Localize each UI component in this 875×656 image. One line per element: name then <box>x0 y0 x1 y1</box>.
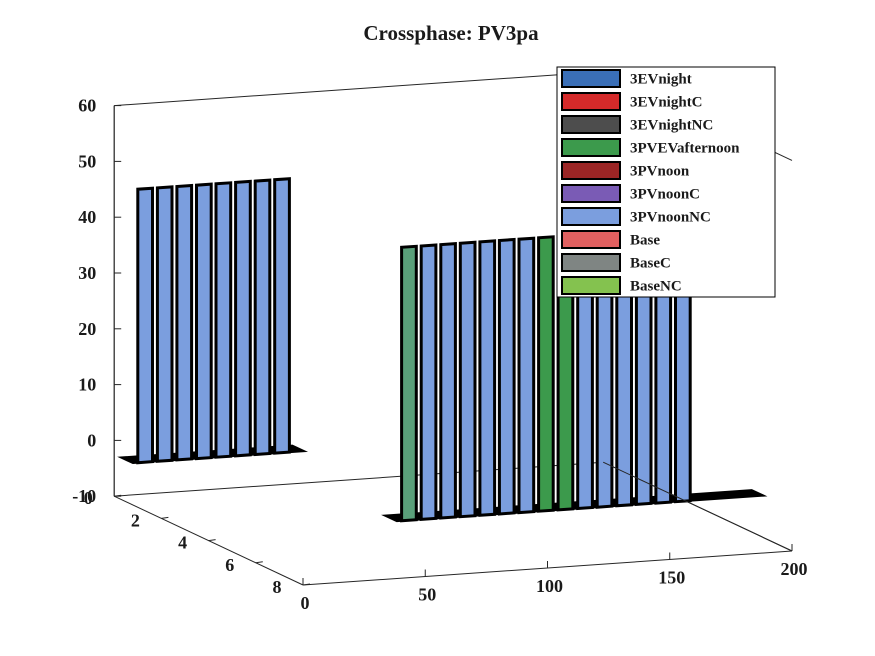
legend-label: 3EVnightNC <box>630 118 713 134</box>
pulse-fin <box>195 182 213 461</box>
pulse-fin <box>155 185 174 463</box>
legend-swatch <box>561 230 621 249</box>
legend-swatch <box>561 138 621 157</box>
pulse-fin <box>517 236 536 515</box>
pulse-fin <box>497 237 516 516</box>
legend-swatch <box>561 184 621 203</box>
x-tick-label: 50 <box>418 585 436 605</box>
pulse-fin <box>253 178 272 457</box>
top-back-edge <box>114 71 604 107</box>
legend-label: Base <box>630 233 660 249</box>
legend-label: 3EVnight <box>630 72 692 88</box>
z-tick-label: 0 <box>87 430 96 450</box>
pulse-fin <box>136 186 154 465</box>
legend-swatch <box>561 161 621 180</box>
legend-label: 3EVnightC <box>630 95 703 111</box>
floor-right-front-edge <box>602 461 793 552</box>
legend-label: 3PVnoon <box>630 164 690 180</box>
pulse-fin <box>214 181 233 459</box>
legend-label: BaseNC <box>630 279 682 295</box>
y-tick-label: 2 <box>131 510 140 530</box>
pulse-fin <box>458 240 477 519</box>
legend-swatch <box>561 69 621 88</box>
legend-swatch <box>561 276 621 295</box>
pulse-fin <box>273 177 291 455</box>
y-tick-label: 0 <box>84 488 93 508</box>
z-tick-label: -10 <box>72 486 96 506</box>
y-tick-label: 8 <box>273 577 282 597</box>
x-tick-label: 0 <box>301 593 310 613</box>
slice-y-1 <box>117 177 309 465</box>
pulse-fin <box>234 179 252 458</box>
y-tick <box>302 583 311 586</box>
legend-swatch <box>561 207 621 226</box>
y-tick-label: 6 <box>225 555 234 575</box>
x-tick-label: 100 <box>536 576 563 596</box>
z-tick-label: 30 <box>78 263 96 283</box>
pulse-fin <box>400 244 418 523</box>
legend-swatch <box>561 115 621 134</box>
legend: 3EVnight 3EVnightC 3EVnightNC 3PVEVafternoo… <box>556 66 776 298</box>
y-tick <box>208 539 216 542</box>
z-tick-label: 60 <box>78 96 96 116</box>
z-tick-label: 10 <box>78 375 96 395</box>
z-tick-label: 20 <box>78 319 96 339</box>
x-tick-label: 200 <box>781 559 808 579</box>
z-tick-label: 40 <box>78 207 96 227</box>
z-tick-label: 50 <box>78 151 96 171</box>
legend-swatch <box>561 253 621 272</box>
pulse-fin <box>439 241 457 520</box>
data-surface <box>117 177 768 523</box>
y-tick <box>255 561 263 564</box>
legend-label: BaseC <box>630 256 671 272</box>
legend-label: 3PVEVafternoon <box>630 141 740 157</box>
pulse-fin <box>419 243 438 522</box>
chart-title: Crossphase: PV3pa <box>363 21 539 45</box>
y-tick <box>161 516 169 519</box>
legend-label: 3PVnoonNC <box>630 210 711 226</box>
y-tick-label: 4 <box>178 533 187 553</box>
x-tick-label: 150 <box>658 568 685 588</box>
pulse-fin <box>537 235 555 513</box>
pulse-fin <box>478 239 497 517</box>
legend-swatch <box>561 92 621 111</box>
pulse-fin <box>175 183 194 462</box>
legend-label: 3PVnoonC <box>630 187 700 203</box>
